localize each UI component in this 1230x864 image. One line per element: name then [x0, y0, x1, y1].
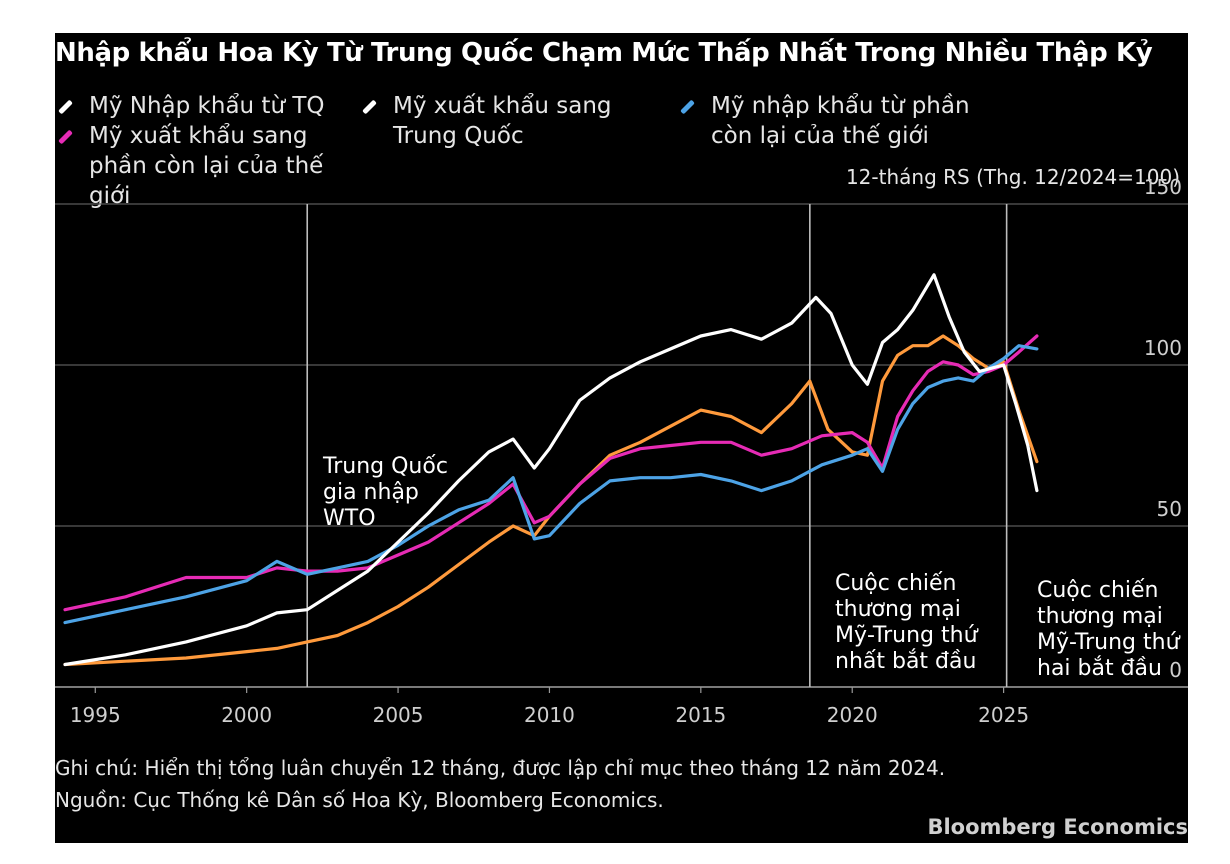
line-chart: 0 50 100 150 1995 2000 2005 2010 2015 2020 2025 Tru… — [55, 175, 1188, 727]
x-tick-label: 2025 — [978, 703, 1029, 727]
annotation-wto: WTO — [323, 506, 376, 531]
annotation-trade-war-2: hai bắt đầu — [1037, 656, 1162, 681]
x-tick-label: 2010 — [524, 703, 575, 727]
legend-label: Mỹ Nhập khẩu từ TQ — [89, 93, 325, 119]
brand-logo-text: Bloomberg Economics — [927, 815, 1188, 839]
x-tick-label: 2005 — [373, 703, 424, 727]
chart-note: Ghi chú: Hiển thị tổng luân chuyển 12 th… — [55, 756, 946, 780]
chart-panel: Nhập khẩu Hoa Kỳ Từ Trung Quốc Chạm Mức … — [55, 33, 1188, 843]
legend-label: Mỹ xuất khẩu sang Trung Quốc — [393, 93, 612, 149]
y-tick-label: 0 — [1169, 658, 1182, 682]
annotation-trade-war-2: thương mại — [1037, 604, 1163, 629]
x-tick-label: 1995 — [70, 703, 121, 727]
annotation-trade-war-2: Mỹ-Trung thứ — [1037, 630, 1181, 655]
annotation-trade-war-1: nhất bắt đầu — [835, 649, 976, 674]
y-tick-label: 150 — [1144, 175, 1182, 199]
chart-title: Nhập khẩu Hoa Kỳ Từ Trung Quốc Chạm Mức … — [55, 38, 1153, 68]
x-tick-label: 2015 — [675, 703, 726, 727]
series-line — [63, 334, 1039, 667]
series-line — [63, 334, 1039, 612]
annotation-wto: Trung Quốc — [322, 454, 448, 479]
y-tick-label: 50 — [1157, 497, 1182, 521]
legend-label: Mỹ xuất khẩu sang phần còn lại của thế g… — [89, 123, 324, 209]
y-tick-label: 100 — [1144, 336, 1182, 360]
x-tick-label: 2020 — [827, 703, 878, 727]
annotation-trade-war-1: thương mại — [835, 597, 961, 622]
annotation-trade-war-1: Cuộc chiến — [835, 571, 956, 596]
chart-source: Nguồn: Cục Thống kê Dân số Hoa Kỳ, Bloom… — [55, 788, 664, 812]
annotation-trade-war-1: Mỹ-Trung thứ — [835, 623, 979, 648]
annotation-wto: gia nhập — [323, 480, 419, 505]
legend-label: Mỹ nhập khẩu từ phần còn lại của thế giớ… — [711, 93, 970, 149]
chart-subtitle: 12-tháng RS (Thg. 12/2024=100) — [845, 165, 1180, 189]
series-line — [63, 344, 1039, 625]
annotation-trade-war-2: Cuộc chiến — [1037, 578, 1158, 603]
series-line — [63, 273, 1039, 667]
x-tick-label: 2000 — [221, 703, 272, 727]
